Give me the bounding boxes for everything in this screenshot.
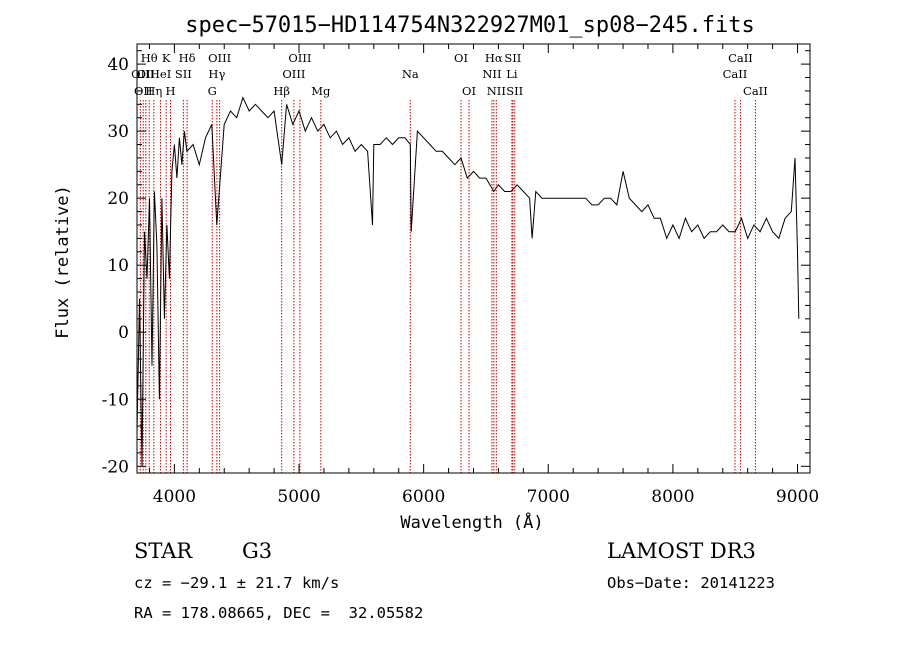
coordinates: RA = 178.08665, DEC = 32.05582 [134,604,424,622]
chart-title: spec−57015−HD114754N322927M01_sp08−245.f… [185,13,755,38]
y-tick-label-4: 20 [107,189,129,209]
object-type: STAR [134,539,193,563]
line-label-25: SII [506,84,523,98]
x-tick-label-2: 6000 [402,487,445,507]
y-tick-label-3: 10 [107,256,129,276]
line-label-3: Hθ [141,51,158,65]
x-axis-label: Wavelength (Å) [400,511,543,533]
line-label-10: G [208,84,217,98]
line-label-9: Hδ [179,51,196,65]
x-tick-label-4: 8000 [651,487,694,507]
x-tick-label-1: 5000 [277,487,320,507]
line-label-18: OI [454,51,468,65]
line-label-14: OIII [282,67,305,81]
redshift-readout: cz = −29.1 ± 21.7 km/s [134,574,340,592]
line-label-1: OII [134,84,153,98]
y-tick-label-5: 30 [107,122,129,142]
y-tick-label-0: -20 [102,457,129,477]
x-tick-label-3: 7000 [527,487,570,507]
line-label-7: H [166,84,176,98]
line-label-20: NII [482,67,501,81]
axis-ticks: 4000 5000 6000 7000 8000 9000 -20 -10 0 10 20 30 40 [102,44,819,507]
line-label-11: Hγ [208,67,225,81]
line-label-4: Hη [145,84,162,98]
line-label-24: SII [504,51,521,65]
object-subclass: G3 [242,539,273,563]
y-tick-label-6: 40 [107,55,129,75]
spectral-line-labels: OIIOIIOIIHθHηHeIKHSIIHδGHγOIIIHβOIIIOIII… [131,51,768,98]
line-label-16: Mg [311,84,331,98]
line-label-6: K [162,51,171,65]
line-label-13: Hβ [273,84,290,98]
line-label-0: OII [131,67,150,81]
y-axis-label: Flux (relative) [53,185,73,339]
plot-frame [136,43,811,474]
line-label-17: Na [402,67,419,81]
line-label-19: OI [462,84,476,98]
y-tick-label-2: 0 [118,323,129,343]
line-label-28: CaII [743,84,768,98]
line-label-22: NII [487,84,506,98]
line-label-8: SII [175,67,192,81]
y-tick-label-1: -10 [102,390,129,410]
line-label-23: Li [506,67,518,81]
line-label-21: Hα [485,51,503,65]
line-label-15: OIII [288,51,311,65]
line-label-26: CaII [723,67,748,81]
line-label-27: CaII [728,51,753,65]
spectrum-line [136,96,800,467]
line-label-12: OIII [208,51,231,65]
x-tick-label-5: 9000 [776,487,819,507]
spectral-line-markers [139,100,756,473]
line-label-5: HeI [150,67,171,81]
observation-date: Obs−Date: 20141223 [607,574,775,592]
survey-release: LAMOST DR3 [607,539,756,563]
x-tick-label-0: 4000 [153,487,196,507]
